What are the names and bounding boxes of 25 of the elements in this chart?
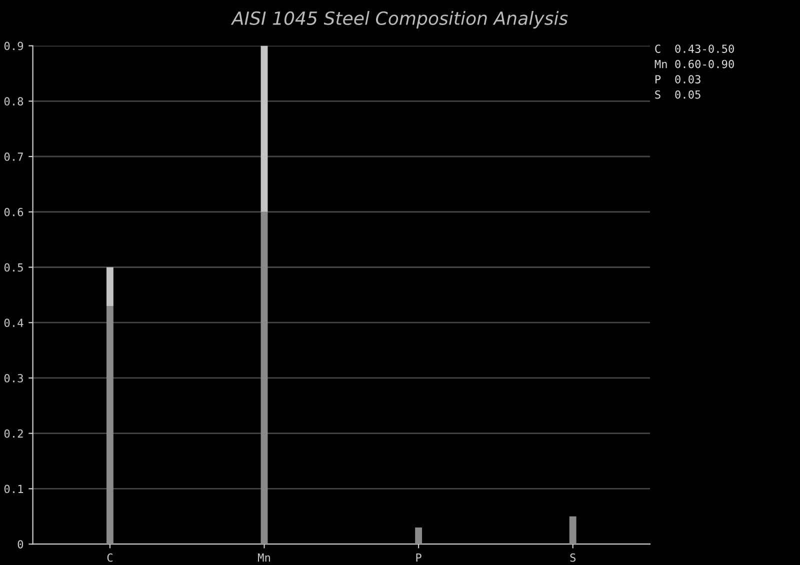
text: C 0.43-0.50 [655,44,734,53]
bar [260,46,268,212]
y-tick-label: 0.8 [4,97,24,106]
bar [106,267,114,306]
bar [106,306,114,544]
chart-title: AISI 1045 Steel Composition Analysis [230,11,568,29]
x-tick-label: P [416,554,422,562]
y-tick-label: 0.1 [4,484,24,494]
y-tick-label: 0.2 [4,429,23,438]
y-tick-label: 0.9 [4,42,24,50]
x-tick-label: C [107,553,112,562]
bar [569,516,576,544]
y-tick-label: 0.5 [4,263,23,272]
text: S 0.05 [655,90,700,99]
x-tick-label: Mn [258,554,270,562]
y-tick-label: 0.6 [4,208,24,216]
bar [415,527,422,544]
text: P 0.03 [655,75,700,84]
x-tick-label: S [570,553,576,562]
y-tick-label: 0.7 [4,152,23,161]
y-tick-label: 0 [18,540,24,549]
bar [260,212,268,544]
text: Mn 0.60-0.90 [654,60,734,68]
y-tick-label: 0.3 [4,374,23,382]
y-tick-label: 0.4 [4,318,24,328]
